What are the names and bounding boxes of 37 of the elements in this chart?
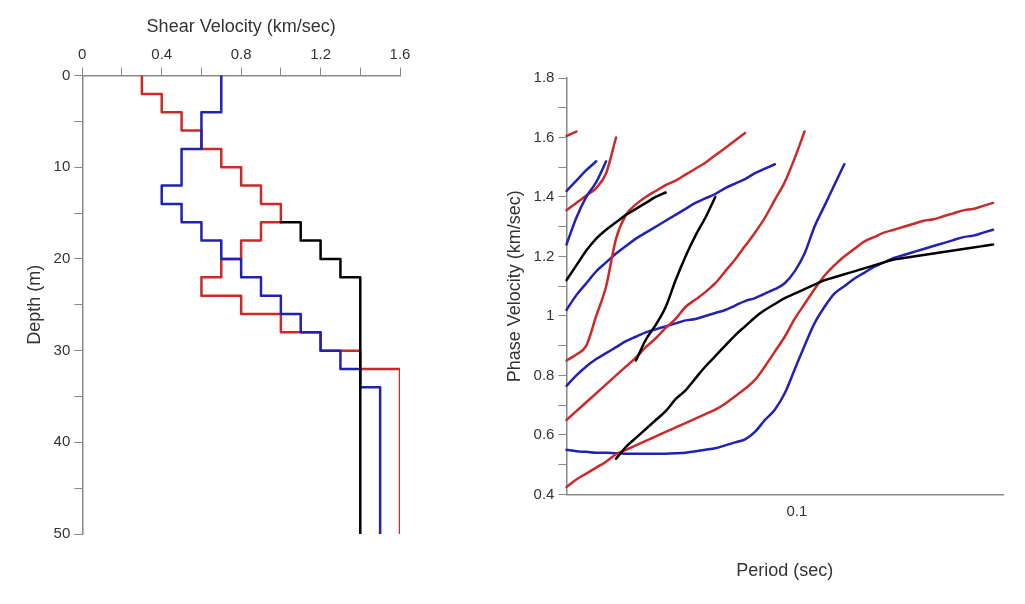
x-tick-label: 1.6	[389, 44, 411, 62]
x-tick-label: 1.2	[310, 44, 331, 62]
x-tick-label: 0	[78, 44, 87, 62]
y-tick-label: 0.4	[533, 484, 555, 502]
y-tick-label: 40	[53, 432, 71, 450]
x-axis-title: Shear Velocity (km/sec)	[146, 15, 336, 36]
line-series	[614, 243, 995, 460]
line-series	[565, 163, 777, 312]
line-series	[565, 163, 846, 388]
line-series	[565, 160, 598, 193]
line-series	[634, 195, 717, 362]
line-series	[279, 221, 362, 534]
y-tick-label: 0.8	[533, 365, 555, 383]
x-tick-label: 0.8	[230, 44, 252, 62]
y-tick-label: 0	[61, 65, 71, 83]
y-axis-title: Depth (m)	[23, 264, 44, 345]
y-tick-label: 30	[53, 340, 71, 358]
y-tick-label: 1	[546, 306, 555, 324]
y-tick-label: 20	[53, 249, 71, 267]
y-tick-label: 1.8	[533, 68, 555, 86]
y-tick-label: 50	[53, 524, 71, 542]
x-tick-label: 0.4	[151, 44, 173, 62]
y-axis-title: Phase Velocity (km/sec)	[503, 190, 524, 383]
y-tick-label: 1.4	[533, 187, 555, 205]
line-series	[565, 131, 747, 362]
line-series	[565, 160, 608, 246]
line-series	[565, 228, 995, 455]
line-series	[565, 136, 618, 212]
x-axis-title: Period (sec)	[736, 560, 834, 581]
text: 0.1	[786, 502, 808, 520]
line-series	[565, 191, 667, 282]
line-series	[565, 201, 995, 489]
y-tick-label: 0.6	[533, 425, 555, 443]
y-tick-label: 1.6	[533, 127, 555, 145]
y-tick-label: 1.2	[533, 246, 555, 264]
y-tick-label: 10	[53, 157, 71, 175]
line-series	[565, 130, 806, 422]
